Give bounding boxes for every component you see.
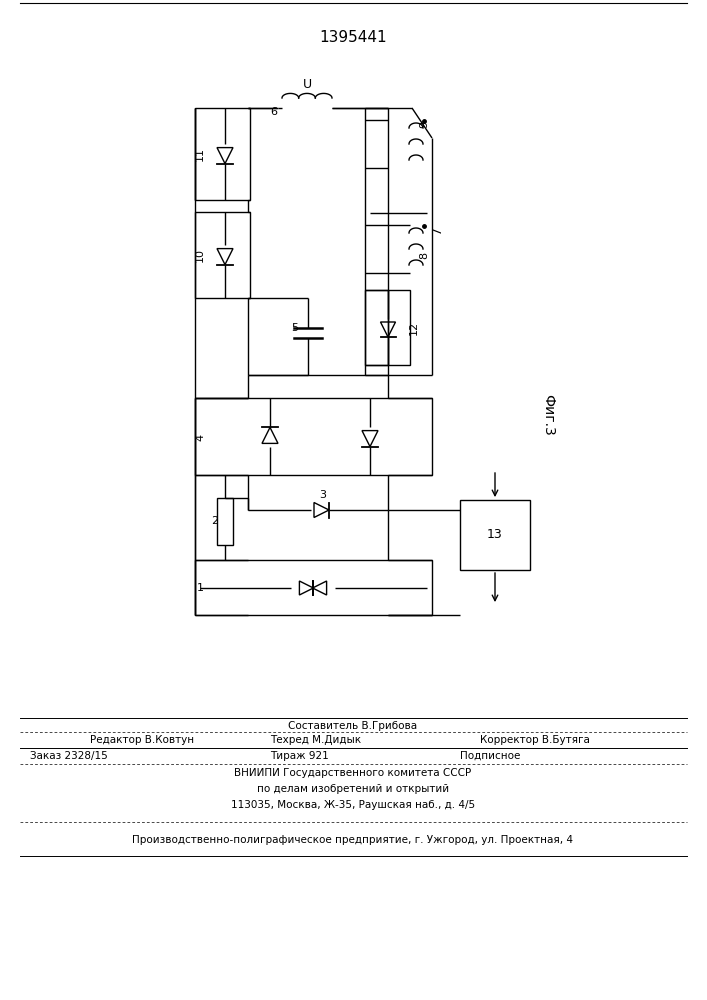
Bar [195,212,250,298]
Bar [460,500,530,570]
Text: Подписное: Подписное [460,751,520,761]
Text: 113035, Москва, Ж-35, Раушская наб., д. 4/5: 113035, Москва, Ж-35, Раушская наб., д. … [231,800,475,810]
Text: 1: 1 [197,583,204,593]
Text: Фиг.3: Фиг.3 [541,394,555,436]
Text: 3: 3 [320,490,327,500]
Text: 1395441: 1395441 [319,30,387,45]
Text: Заказ 2328/15: Заказ 2328/15 [30,751,107,761]
Bar [195,560,432,615]
Text: 5: 5 [291,323,298,333]
Text: 8: 8 [419,251,429,259]
Bar [365,290,410,365]
Text: 12: 12 [409,321,419,335]
Text: 11: 11 [195,147,205,161]
Text: Корректор В.Бутяга: Корректор В.Бутяга [480,735,590,745]
Bar [195,398,432,475]
Text: Составитель В.Грибова: Составитель В.Грибова [288,721,418,731]
Text: 10: 10 [195,248,205,262]
Text: Тираж 921: Тираж 921 [270,751,329,761]
Text: Техред М.Дидык: Техред М.Дидык [270,735,361,745]
Text: 6: 6 [271,107,278,117]
Text: 13: 13 [487,528,503,542]
Text: 7: 7 [431,226,445,234]
Text: 2: 2 [211,516,218,526]
Text: ВНИИПИ Государственного комитета СССР: ВНИИПИ Государственного комитета СССР [235,768,472,778]
Text: 4: 4 [195,433,205,441]
Bar [217,498,233,545]
Bar [195,108,250,200]
Text: Редактор В.Ковтун: Редактор В.Ковтун [90,735,194,745]
Text: Производственно-полиграфическое предприятие, г. Ужгород, ул. Проектная, 4: Производственно-полиграфическое предприя… [132,835,573,845]
Text: по делам изобретений и открытий: по делам изобретений и открытий [257,784,449,794]
Text: 9: 9 [419,120,429,128]
Text: U: U [303,78,312,91]
